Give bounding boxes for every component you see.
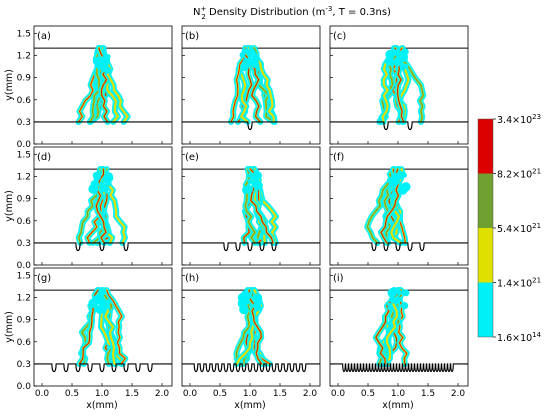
panel-e: (e)	[181, 146, 321, 266]
y-tick-label: 0.3	[17, 360, 31, 370]
y-tick-label: 1.2	[17, 52, 31, 62]
lower-surface	[182, 363, 320, 373]
x-tick-label: 0.5	[361, 389, 375, 399]
lower-surface	[330, 363, 468, 373]
x-tick-label: 0.5	[213, 389, 227, 399]
y-axis-label: y(mm)	[4, 190, 15, 222]
panel-label: (b)	[185, 31, 199, 42]
panel-label: (h)	[185, 273, 199, 284]
streamer	[75, 166, 128, 246]
streamer	[376, 45, 427, 125]
x-tick-label: 2.0	[303, 389, 318, 399]
panel-a: (a) 0.0 0.3 0.6 0.9 1.2 1.5	[17, 25, 173, 150]
axes-labels: y(mm) y(mm) y(mm) x(mm) x(mm) x(mm)	[4, 69, 414, 411]
colorbar-segment	[478, 282, 493, 337]
y-tick-label: 0.9	[17, 195, 32, 205]
x-tick-label: 1.0	[391, 389, 406, 399]
panel-g: (g) 0.0 0.3 0.6 0.9 1.2 1.5 0.0 0.5 1.0 1.5 2.0	[17, 267, 173, 399]
streamer	[75, 45, 131, 125]
x-tick-label: 1.0	[243, 389, 258, 399]
lower-surface	[182, 242, 320, 252]
streamer	[76, 287, 129, 367]
lower-surface	[330, 242, 468, 252]
streamer	[240, 166, 279, 246]
streamer	[364, 166, 411, 246]
colorbar-tick-label: 1.4×1021	[497, 277, 541, 290]
lower-surface	[330, 121, 468, 131]
lower-surface	[182, 121, 320, 131]
panel-i: (i) 0.0 0.5 1.0 1.5 2.0	[329, 267, 469, 399]
colorbar-tick-label: 8.2×1021	[497, 168, 541, 181]
y-tick-label: 0.3	[17, 239, 31, 249]
colorbar: 3.4×1023 8.2×1021 5.4×1021 1.4×1021 1.6×1014	[477, 113, 542, 344]
panel-c: (c)	[329, 25, 469, 145]
x-tick-label: 0.0	[183, 389, 198, 399]
y-tick-label: 0.6	[17, 96, 32, 106]
colorbar-tick-label: 1.6×1014	[497, 331, 542, 344]
panel-f: (f)	[329, 146, 469, 266]
y-tick-label: 0.3	[17, 118, 31, 128]
panel-label: (f)	[333, 152, 344, 163]
panel-label: (d)	[37, 152, 51, 163]
y-axis-label: y(mm)	[4, 69, 15, 101]
y-tick-label: 0.0	[17, 140, 32, 150]
x-tick-label: 2.0	[155, 389, 170, 399]
y-tick-label: 1.5	[17, 29, 31, 39]
y-tick-label: 0.0	[17, 382, 32, 392]
panel-b: (b)	[181, 25, 321, 145]
y-tick-label: 0.9	[17, 316, 32, 326]
panel-h: (h) 0.0 0.5 1.0 1.5 2.0	[181, 267, 321, 399]
streamer	[372, 287, 410, 367]
chart-title: N+ 2 Density Distribution (m-3, T = 0.3ns…	[193, 5, 391, 21]
streamer	[228, 45, 278, 125]
lower-surface	[34, 242, 172, 252]
x-axis-label: x(mm)	[382, 400, 414, 411]
y-axis-label: y(mm)	[4, 311, 15, 343]
y-tick-label: 0.6	[17, 217, 32, 227]
panel-label: (g)	[37, 273, 51, 284]
x-tick-label: 1.5	[421, 389, 435, 399]
y-tick-label: 0.6	[17, 338, 32, 348]
x-tick-label: 0.0	[331, 389, 346, 399]
y-tick-label: 0.9	[17, 74, 32, 84]
x-tick-label: 0.5	[65, 389, 79, 399]
y-tick-label: 1.2	[17, 294, 31, 304]
colorbar-segment	[478, 173, 493, 228]
y-tick-label: 1.2	[17, 173, 31, 183]
x-tick-label: 1.5	[273, 389, 287, 399]
lower-surface	[34, 363, 172, 373]
colorbar-segment	[478, 228, 493, 283]
x-axis-label: x(mm)	[86, 400, 118, 411]
x-tick-label: 0.0	[35, 389, 50, 399]
panel-grid: (a) 0.0 0.3 0.6 0.9 1.2 1.5 (b) (c) (d) 0.0 0.3 0.6 0…	[17, 25, 469, 399]
panel-label: (e)	[185, 152, 199, 163]
x-tick-label: 1.0	[95, 389, 110, 399]
panel-label: (a)	[37, 31, 51, 42]
y-tick-label: 1.5	[17, 271, 31, 281]
panel-label: (c)	[333, 31, 346, 42]
y-tick-label: 1.5	[17, 150, 31, 160]
panel-d: (d) 0.0 0.3 0.6 0.9 1.2 1.5	[17, 146, 173, 271]
y-tick-label: 0.0	[17, 261, 32, 271]
x-axis-label: x(mm)	[234, 400, 266, 411]
colorbar-tick-label: 3.4×1023	[497, 113, 541, 126]
x-tick-label: 2.0	[451, 389, 466, 399]
colorbar-segment	[478, 119, 493, 174]
colorbar-tick-label: 5.4×1021	[497, 222, 541, 235]
streamer	[233, 287, 273, 367]
x-tick-label: 1.5	[125, 389, 139, 399]
panel-label: (i)	[333, 273, 344, 284]
